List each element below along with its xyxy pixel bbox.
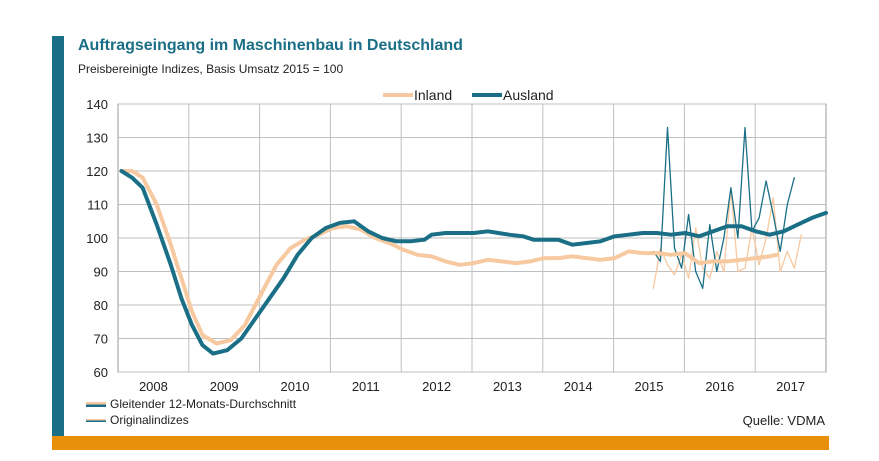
y-tick-label: 90 bbox=[94, 265, 108, 280]
source-note: Quelle: VDMA bbox=[742, 413, 825, 428]
x-tick-label: 2017 bbox=[776, 379, 805, 394]
x-tick-label: 2010 bbox=[281, 379, 310, 394]
y-tick-label: 110 bbox=[87, 198, 108, 213]
y-tick-label: 120 bbox=[86, 164, 108, 179]
series-line-inland-smoothed bbox=[119, 169, 779, 346]
x-tick-label: 2008 bbox=[139, 379, 168, 394]
x-tick-label: 2011 bbox=[352, 379, 380, 394]
legend-label-ausland: Ausland bbox=[503, 87, 554, 103]
legend-smoothed-label: Gleitender 12-Monats-Durchschnitt bbox=[110, 397, 297, 411]
left-accent-bar bbox=[52, 36, 64, 450]
bottom-accent-bar bbox=[52, 436, 829, 450]
y-tick-label: 140 bbox=[86, 97, 108, 112]
chart-subtitle: Preisbereinigte Indizes, Basis Umsatz 20… bbox=[78, 62, 344, 76]
legend-label-inland: Inland bbox=[414, 87, 452, 103]
legend-original-label: Originalindizes bbox=[110, 413, 189, 427]
legend-smoothed-swatch bbox=[86, 402, 106, 408]
x-tick-label: 2012 bbox=[422, 379, 451, 394]
x-tick-label: 2015 bbox=[635, 379, 664, 394]
series-line-ausland-smoothed bbox=[119, 169, 828, 356]
x-tick-label: 2016 bbox=[705, 379, 734, 394]
x-tick-label: 2009 bbox=[210, 379, 239, 394]
y-tick-label: 100 bbox=[86, 231, 108, 246]
y-tick-label: 80 bbox=[94, 298, 108, 313]
chart-title: Auftragseingang im Maschinenbau in Deuts… bbox=[78, 37, 463, 54]
legend-smoothed: Gleitender 12-Monats-Durchschnitt bbox=[86, 397, 296, 411]
series-line-ausland-original bbox=[652, 126, 795, 289]
x-tick-label: 2014 bbox=[564, 379, 593, 394]
x-tick-label: 2013 bbox=[493, 379, 522, 394]
y-tick-label: 70 bbox=[94, 332, 108, 347]
legend-original: Originalindizes bbox=[86, 413, 189, 427]
y-tick-label: 130 bbox=[86, 131, 108, 146]
y-tick-label: 60 bbox=[94, 365, 108, 380]
legend-original-swatch bbox=[86, 419, 106, 423]
